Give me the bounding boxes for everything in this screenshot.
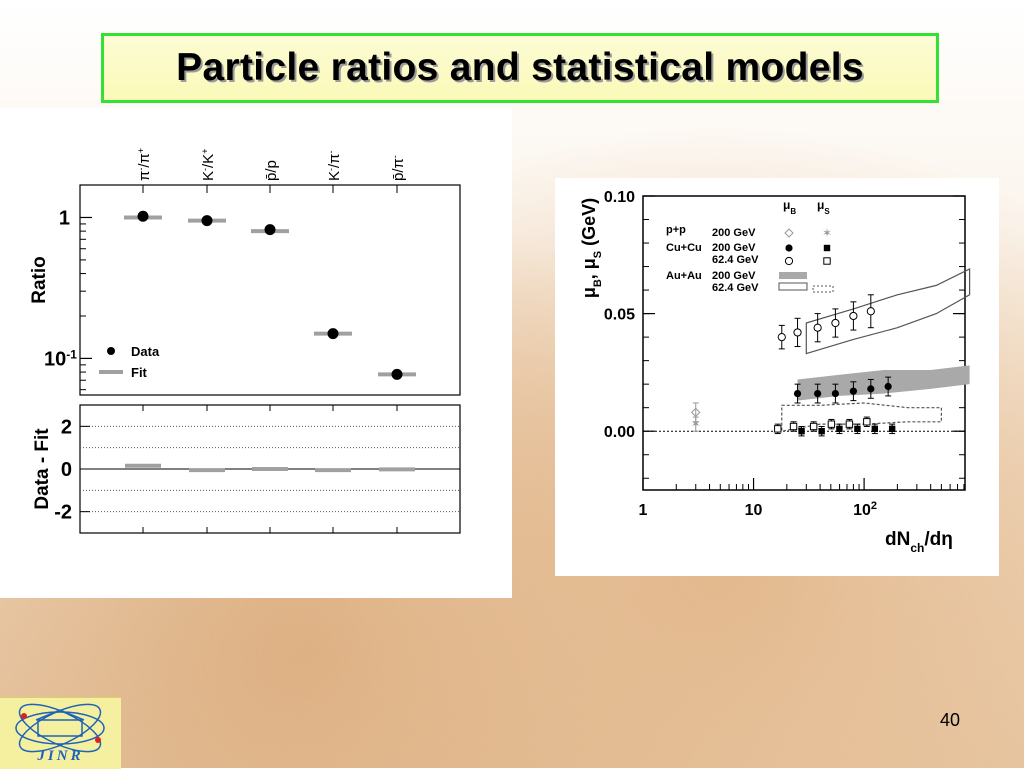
data-point xyxy=(327,328,339,340)
mu-x-tick-label: 10 xyxy=(745,502,763,519)
legend-cucu200-mub-marker xyxy=(785,244,793,252)
legend-energy-label: 62.4 GeV xyxy=(712,282,759,294)
mu-chart-panel: 0.10 0.05 0.00 1 10 102 dNch/dη μB, μS (GeV) ✶ μB… xyxy=(555,178,999,576)
jinr-emblem-icon xyxy=(15,703,105,753)
data-point xyxy=(866,307,875,316)
data-point xyxy=(264,224,276,236)
legend-system-label: Cu+Cu xyxy=(666,242,702,254)
slide-title: Particle ratios and statistical models xyxy=(176,46,864,89)
data-point xyxy=(827,420,836,428)
y-tick-label: 10-1 xyxy=(44,347,77,370)
category-label: p̄/π- xyxy=(390,155,407,181)
data-point xyxy=(809,422,818,431)
data-point xyxy=(137,210,149,222)
jinr-logo: JINR xyxy=(0,697,121,769)
mu-y-tick-label: 0.05 xyxy=(604,307,635,324)
mu-plot-frame xyxy=(642,195,966,491)
data-point xyxy=(863,418,871,426)
residual-y-axis-label: Data - Fit xyxy=(32,428,53,510)
legend-fit-label: Fit xyxy=(131,365,148,380)
slide-title-box: Particle ratios and statistical models xyxy=(101,33,939,103)
data-point xyxy=(201,215,213,227)
data-point xyxy=(798,428,805,435)
data-point xyxy=(867,385,875,393)
legend-data-label: Data xyxy=(131,344,160,359)
auau-200-mub-band xyxy=(797,365,970,401)
data-point xyxy=(836,425,843,433)
mu-chart: 0.10 0.05 0.00 1 10 102 dNch/dη μB, μS (GeV) ✶ μB… xyxy=(579,189,971,555)
mu-x-axis-label: dNch/dη xyxy=(885,529,953,555)
category-label: p̄/p xyxy=(263,160,280,181)
legend-energy-label: 200 GeV xyxy=(712,270,756,282)
mu-y-tick-label: 0.00 xyxy=(604,424,635,441)
logo-text: JINR xyxy=(37,748,84,764)
data-point xyxy=(793,328,802,337)
legend-energy-label: 200 GeV xyxy=(712,227,756,239)
data-point xyxy=(813,323,822,332)
legend-system-label: Au+Au xyxy=(666,270,702,282)
data-point xyxy=(774,425,782,433)
data-point xyxy=(391,368,403,380)
auau-62-mub-band xyxy=(805,267,971,355)
category-label: K-/K+ xyxy=(200,149,217,181)
ratio-chart: π-/π+ K-/K+ p̄/p K-/π-p̄/π- 1 10-1 Ratio Data Fi… xyxy=(29,148,461,534)
data-point xyxy=(849,311,858,321)
legend-data-marker xyxy=(107,347,115,355)
legend-pp-mub-marker xyxy=(784,228,794,238)
residual-y-tick-label: 0 xyxy=(61,459,72,481)
data-point xyxy=(849,387,857,395)
ratio-chart-panel: π-/π+ K-/K+ p̄/p K-/π-p̄/π- 1 10-1 Ratio Data Fi… xyxy=(0,108,512,598)
data-point xyxy=(871,425,879,433)
data-point xyxy=(831,389,840,398)
legend-cucu62-mus-marker xyxy=(823,257,831,265)
legend-col-mus: μS xyxy=(817,198,830,216)
legend-system-label: p+p xyxy=(666,224,686,236)
data-point xyxy=(888,425,896,433)
legend-energy-label: 200 GeV xyxy=(712,242,756,254)
data-point xyxy=(845,420,854,428)
legend-auau200-band xyxy=(779,272,807,279)
data-point xyxy=(777,333,786,342)
y-tick-label: 1 xyxy=(59,207,70,229)
legend-auau62-band xyxy=(778,282,808,291)
category-label: π-/π+ xyxy=(136,148,153,181)
data-point: ✶ xyxy=(691,417,701,431)
legend-auau62-mus-band xyxy=(812,285,834,293)
data-point xyxy=(691,407,701,418)
legend-cucu62-mub-marker xyxy=(784,256,794,266)
data-point xyxy=(818,428,825,435)
page-number: 40 xyxy=(940,710,961,730)
data-point xyxy=(789,422,798,431)
legend-cucu200-mus-marker xyxy=(823,244,831,252)
y-axis-label: Ratio xyxy=(29,256,50,304)
data-point xyxy=(831,318,840,328)
data-point xyxy=(854,425,861,433)
residual-y-tick-label: -2 xyxy=(54,502,72,524)
data-point xyxy=(884,382,892,391)
auau-62-mus-band xyxy=(781,402,942,432)
legend-col-mub: μB xyxy=(783,198,796,216)
residual-y-tick-label: 2 xyxy=(61,416,72,438)
legend-pp-mus-marker: ✶ xyxy=(822,226,832,240)
data-point xyxy=(814,389,822,398)
category-label: K-/π- xyxy=(326,150,343,181)
mu-y-tick-label: 0.10 xyxy=(604,189,635,206)
mu-x-tick-label: 102 xyxy=(853,500,877,519)
mu-x-tick-label: 1 xyxy=(639,502,648,519)
data-point xyxy=(793,389,802,398)
legend-energy-label: 62.4 GeV xyxy=(712,254,759,266)
mu-y-axis-label: μB, μS (GeV) xyxy=(579,198,604,298)
